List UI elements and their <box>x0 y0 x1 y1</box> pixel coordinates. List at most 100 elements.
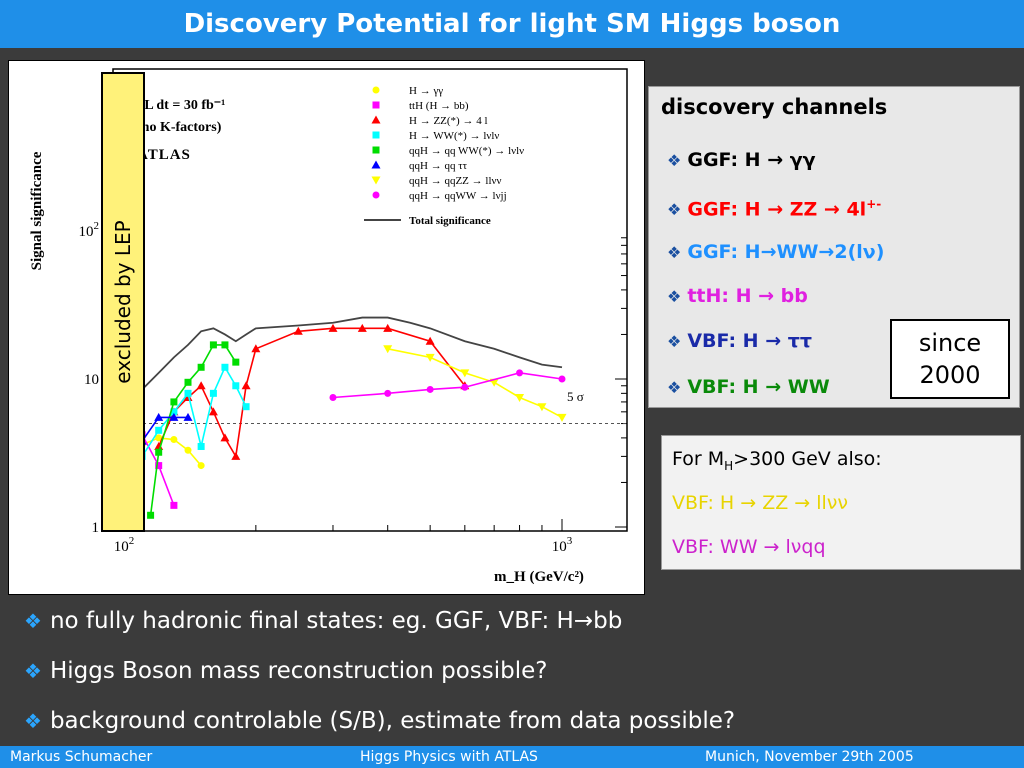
x-axis-label: m_H (GeV/c²) <box>494 569 584 585</box>
data-point <box>197 363 205 371</box>
data-point <box>232 358 240 366</box>
data-point <box>384 389 392 397</box>
series-8 <box>123 316 563 413</box>
y-tick-label: 1 <box>92 520 100 536</box>
data-point <box>220 433 230 442</box>
diamond-bullet-icon: ❖ <box>667 287 682 306</box>
data-point <box>155 462 163 470</box>
channel-item: ❖ VBF: H → WW <box>667 376 830 398</box>
diamond-bullet-icon: ❖ <box>667 378 682 397</box>
legend-label: H → WW(*) → lνlν <box>409 130 499 142</box>
footer-bar: Markus Schumacher Higgs Physics with ATL… <box>0 746 1024 768</box>
plot-frame <box>112 68 628 532</box>
bullet-item: ❖ Higgs Boson mass reconstruction possibl… <box>24 658 548 684</box>
data-point <box>197 442 205 450</box>
data-point <box>183 412 193 421</box>
data-point <box>155 448 163 456</box>
data-point <box>208 407 218 416</box>
data-point <box>221 363 229 371</box>
x-tick-label: 103 <box>552 535 573 555</box>
high-mass-channels-box: For MH>300 GeV also: VBF: H → ZZ → llνν … <box>661 435 1021 570</box>
series-7 <box>329 369 566 401</box>
data-point <box>231 451 241 460</box>
footer-talk: Higgs Physics with ATLAS <box>360 749 538 765</box>
series-3 <box>138 363 250 460</box>
series-line <box>123 316 563 413</box>
legend-marker <box>372 101 380 109</box>
data-point <box>169 412 179 421</box>
significance-chart: 1 10 102 102 103 Signal significance m_H (Ge… <box>29 68 628 585</box>
diamond-bullet-icon: ❖ <box>667 332 682 351</box>
lep-exclusion-label: excluded by LEP <box>111 220 135 384</box>
y-tick-label: 102 <box>79 220 100 240</box>
five-sigma-label: 5 σ <box>567 389 584 404</box>
data-point <box>515 393 525 402</box>
since-line2: 2000 <box>919 361 981 389</box>
channel-item: ❖ GGF: H → γγ <box>667 149 816 171</box>
data-point <box>170 408 178 416</box>
legend-label: ttH (H → bb) <box>409 100 469 112</box>
legend-marker <box>371 176 381 185</box>
atlas-annotation: ATLAS <box>137 147 191 163</box>
data-point <box>184 378 192 386</box>
kfactor-annotation: (no K-factors) <box>137 120 222 135</box>
data-point <box>155 426 163 434</box>
bullet-item: ❖ background controlable (S/B), estimate … <box>24 708 736 734</box>
lep-exclusion-band <box>101 72 145 532</box>
legend-label: qqH → qqWW → lνjj <box>409 190 507 202</box>
legend-label: qqH → qq WW(*) → lνlν <box>409 145 524 157</box>
channels-heading: discovery channels <box>661 95 888 119</box>
high-mass-zz-line: VBF: H → ZZ → llνν <box>672 492 849 514</box>
data-point <box>232 382 240 390</box>
data-point <box>184 446 192 454</box>
channel-item: ❖ GGF: H→WW→2(lν) <box>667 241 885 263</box>
data-point <box>357 323 367 332</box>
legend-label: qqH → qq ττ <box>409 160 468 172</box>
high-mass-ww-line: VBF: WW → lνqq <box>672 536 826 558</box>
legend-marker <box>372 146 380 154</box>
data-point <box>209 389 217 397</box>
footer-author: Markus Schumacher <box>10 749 153 765</box>
data-point <box>425 353 435 362</box>
series-line <box>387 348 563 419</box>
legend-label: H → ZZ(*) → 4 l <box>409 115 488 127</box>
diamond-bullet-icon: ❖ <box>667 200 682 220</box>
diamond-bullet-icon: ❖ <box>24 609 42 633</box>
data-point <box>170 501 178 509</box>
diamond-bullet-icon: ❖ <box>24 659 42 683</box>
legend-label: Total significance <box>409 215 491 227</box>
y-axis-label: Signal significance <box>29 151 45 270</box>
data-point <box>154 412 164 421</box>
high-mass-heading: For MH>300 GeV also: <box>672 448 882 473</box>
data-point <box>241 381 251 390</box>
data-point <box>383 323 393 332</box>
data-point <box>293 326 303 335</box>
data-point <box>329 393 337 401</box>
data-point <box>383 345 393 354</box>
legend-marker <box>372 86 380 94</box>
data-point <box>170 436 178 444</box>
bullet-item: ❖ no fully hadronic final states: eg. GGF… <box>24 608 623 634</box>
x-tick-label: 102 <box>114 535 135 555</box>
diamond-bullet-icon: ❖ <box>667 243 682 262</box>
series-4 <box>147 341 240 519</box>
series-line <box>141 416 189 442</box>
diamond-bullet-icon: ❖ <box>24 709 42 733</box>
footer-place: Munich, November 29th 2005 <box>705 749 914 765</box>
data-point <box>183 392 193 401</box>
data-point <box>328 323 338 332</box>
legend-marker <box>372 131 380 139</box>
channel-item: ❖ GGF: H → ZZ → 4l+- <box>667 197 882 221</box>
data-point <box>558 375 566 383</box>
data-point <box>184 389 192 397</box>
series-line <box>157 327 466 459</box>
chart-axes: 1 10 102 102 103 <box>79 68 628 555</box>
data-point <box>516 369 524 377</box>
data-point <box>196 381 206 390</box>
data-point <box>425 336 435 345</box>
data-point <box>221 341 229 349</box>
series-line <box>141 365 247 457</box>
channel-item: ❖ VBF: H → ττ <box>667 330 812 352</box>
legend-marker <box>371 115 381 124</box>
series-6 <box>383 345 567 422</box>
